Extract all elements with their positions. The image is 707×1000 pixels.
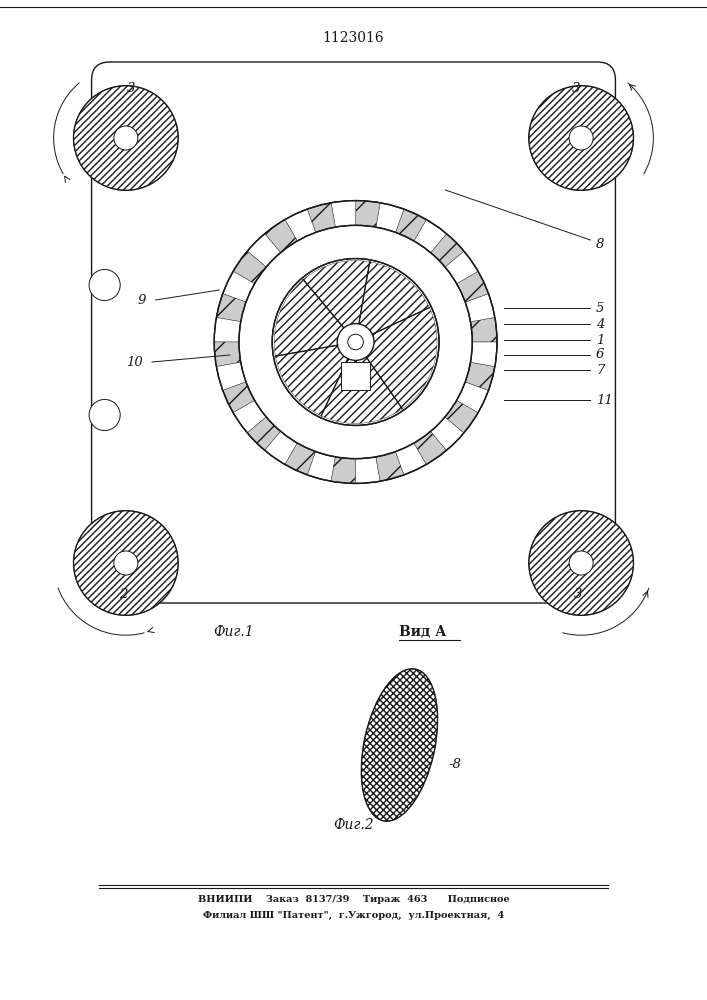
- Wedge shape: [247, 234, 281, 267]
- Circle shape: [74, 511, 178, 615]
- Wedge shape: [465, 362, 495, 390]
- Circle shape: [239, 225, 472, 459]
- Text: 11: 11: [596, 393, 613, 406]
- Circle shape: [348, 334, 363, 350]
- Text: -8: -8: [449, 758, 462, 772]
- Circle shape: [214, 201, 497, 483]
- Wedge shape: [356, 201, 380, 227]
- Text: А: А: [293, 338, 303, 352]
- Text: Фиг.2: Фиг.2: [333, 818, 374, 832]
- Bar: [341, 362, 370, 390]
- Text: 9: 9: [138, 294, 146, 306]
- Wedge shape: [285, 443, 316, 475]
- Circle shape: [114, 126, 138, 150]
- Wedge shape: [414, 220, 447, 253]
- Text: 1123016: 1123016: [322, 31, 385, 45]
- Wedge shape: [395, 209, 426, 241]
- Text: 4: 4: [596, 318, 604, 330]
- Wedge shape: [214, 317, 241, 342]
- Text: 1: 1: [596, 334, 604, 347]
- Text: 3: 3: [572, 82, 580, 95]
- Wedge shape: [331, 201, 356, 227]
- Circle shape: [89, 399, 120, 431]
- Circle shape: [114, 551, 138, 575]
- Circle shape: [569, 126, 593, 150]
- Wedge shape: [216, 294, 246, 322]
- Wedge shape: [431, 417, 464, 450]
- Circle shape: [569, 551, 593, 575]
- Text: 6: 6: [596, 349, 604, 361]
- Wedge shape: [223, 271, 255, 302]
- Text: Фиг.1: Фиг.1: [213, 625, 254, 639]
- Text: 2: 2: [119, 587, 128, 600]
- Wedge shape: [414, 431, 447, 464]
- Wedge shape: [264, 220, 297, 253]
- Wedge shape: [445, 251, 478, 284]
- Circle shape: [74, 86, 178, 190]
- Text: Вид А: Вид А: [399, 625, 447, 639]
- Wedge shape: [457, 271, 489, 302]
- Text: 5: 5: [596, 302, 604, 314]
- Wedge shape: [356, 457, 380, 483]
- Wedge shape: [331, 457, 356, 483]
- Ellipse shape: [361, 669, 438, 821]
- Text: ВНИИПИ    Заказ  8137/39    Тираж  463      Подписное: ВНИИПИ Заказ 8137/39 Тираж 463 Подписное: [198, 896, 509, 904]
- Wedge shape: [285, 209, 316, 241]
- Wedge shape: [431, 234, 464, 267]
- Wedge shape: [223, 382, 255, 413]
- Circle shape: [272, 259, 439, 425]
- Wedge shape: [264, 431, 297, 464]
- Text: 7: 7: [596, 363, 604, 376]
- Wedge shape: [308, 452, 335, 481]
- Wedge shape: [247, 417, 281, 450]
- Wedge shape: [376, 203, 404, 232]
- Wedge shape: [470, 317, 497, 342]
- Wedge shape: [445, 400, 478, 433]
- Circle shape: [529, 86, 633, 190]
- Wedge shape: [465, 294, 495, 322]
- Wedge shape: [233, 400, 267, 433]
- Text: Филиал ШШ "Патент",  г.Ужгород,  ул.Проектная,  4: Филиал ШШ "Патент", г.Ужгород, ул.Проект…: [203, 910, 504, 920]
- Circle shape: [529, 511, 633, 615]
- Wedge shape: [395, 443, 426, 475]
- Wedge shape: [376, 452, 404, 481]
- Circle shape: [89, 269, 120, 301]
- Text: 3: 3: [574, 587, 583, 600]
- Wedge shape: [470, 342, 497, 367]
- Text: 10: 10: [126, 356, 143, 368]
- Wedge shape: [214, 342, 241, 367]
- Circle shape: [337, 324, 374, 360]
- Wedge shape: [457, 382, 489, 413]
- Wedge shape: [308, 203, 335, 232]
- Text: 3: 3: [127, 82, 135, 95]
- Text: 8: 8: [596, 238, 604, 251]
- Wedge shape: [233, 251, 267, 284]
- Wedge shape: [216, 362, 246, 390]
